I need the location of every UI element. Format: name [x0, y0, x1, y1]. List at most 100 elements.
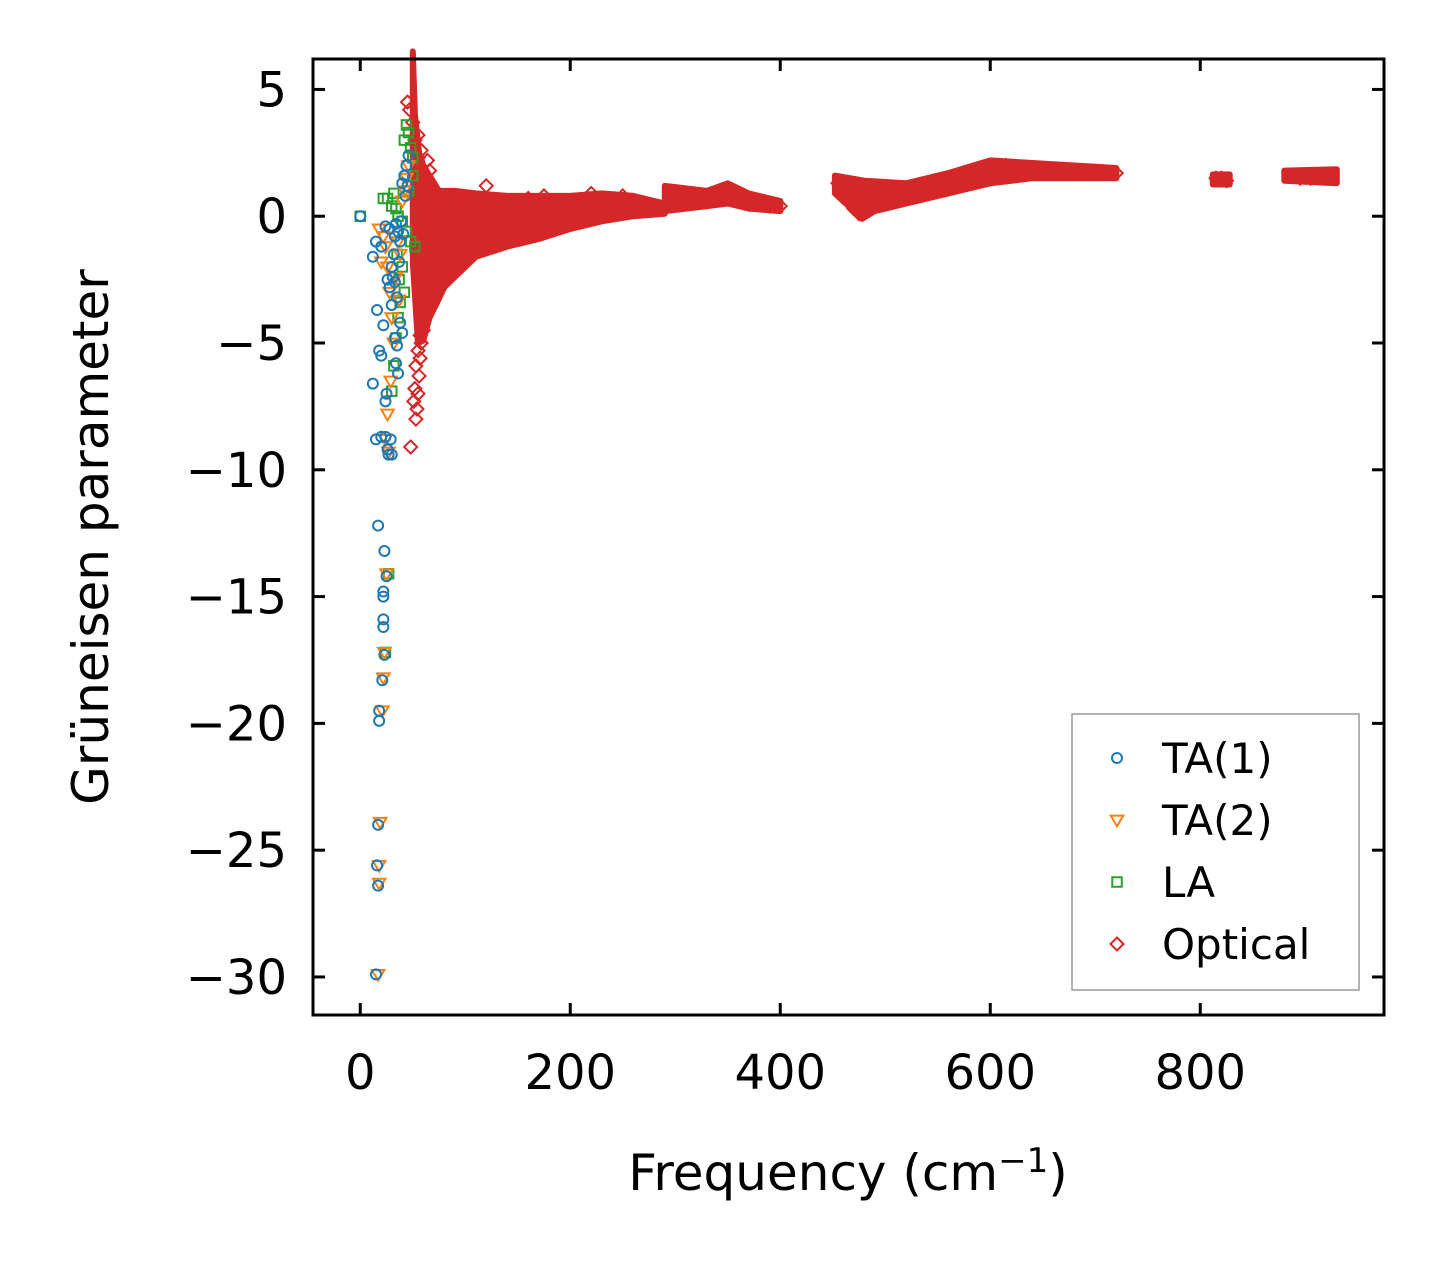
data-point — [1076, 165, 1093, 182]
data-point — [354, 210, 367, 223]
data-point — [887, 182, 904, 199]
data-point — [379, 395, 392, 408]
x-tick-label: 0 — [345, 1045, 376, 1101]
data-point — [383, 312, 400, 326]
data-point — [572, 193, 589, 209]
x-tick-label: 400 — [734, 1045, 826, 1101]
data-point — [391, 291, 403, 304]
data-point — [398, 134, 411, 146]
data-point — [391, 339, 403, 352]
data-point — [614, 188, 631, 204]
data-point — [956, 170, 972, 187]
data-point — [415, 177, 432, 194]
data-point — [390, 202, 402, 215]
data-point — [562, 200, 579, 217]
data-point — [377, 241, 394, 255]
data-point — [421, 162, 438, 179]
data-point — [709, 188, 726, 204]
data-point — [375, 240, 388, 253]
plot-frame — [311, 57, 1386, 1017]
legend-marker-optical — [1109, 936, 1125, 952]
y-tick-label: −15 — [186, 570, 287, 626]
data-point — [583, 185, 600, 202]
data-point — [971, 167, 988, 184]
series-ta1 — [354, 149, 415, 981]
legend-label-ta1: TA(1) — [1161, 734, 1273, 783]
data-point — [380, 570, 393, 583]
data-point — [366, 377, 379, 390]
data-point — [372, 519, 385, 532]
data-point — [866, 193, 883, 209]
data-point — [394, 195, 411, 210]
data-point — [457, 190, 474, 207]
x-tick-label: 800 — [1154, 1045, 1246, 1101]
data-point — [478, 177, 495, 194]
data-point — [1208, 170, 1224, 187]
data-point — [371, 859, 384, 872]
y-tick-label: −20 — [186, 696, 287, 752]
data-point — [1218, 172, 1235, 189]
legend-label-optical: Optical — [1162, 920, 1310, 969]
data-point — [376, 674, 389, 687]
data-point — [379, 261, 396, 276]
data-point — [415, 322, 432, 339]
data-point — [898, 185, 915, 202]
data-point — [688, 193, 705, 209]
data-point — [656, 198, 673, 214]
data-point — [393, 255, 406, 268]
data-point — [372, 818, 385, 831]
data-point — [385, 448, 398, 461]
y-tick-label: 0 — [256, 189, 287, 245]
data-point — [467, 198, 484, 214]
data-point — [412, 327, 429, 344]
data-point — [402, 439, 419, 455]
data-point — [856, 200, 873, 217]
data-point — [382, 375, 399, 390]
data-point — [536, 188, 552, 204]
y-tick-label: −25 — [186, 823, 287, 879]
data-point — [399, 189, 412, 202]
data-point — [488, 193, 505, 209]
data-point — [378, 648, 391, 661]
data-point — [1097, 165, 1114, 182]
data-point — [370, 968, 382, 981]
data-point — [400, 119, 413, 131]
data-point — [1292, 170, 1308, 187]
data-layer — [354, 48, 1340, 983]
data-point — [551, 198, 568, 214]
data-point — [1313, 167, 1329, 184]
data-point — [436, 203, 453, 220]
y-tick-label: −5 — [216, 316, 287, 372]
x-axis-title: Frequency (cm−1) — [628, 1141, 1068, 1202]
data-point — [509, 195, 526, 212]
data-point — [998, 157, 1014, 174]
legend-box — [1071, 713, 1360, 991]
data-point — [1013, 162, 1030, 179]
data-point — [417, 167, 434, 184]
data-point — [740, 193, 757, 209]
x-tick-label: 200 — [524, 1045, 616, 1101]
data-point — [407, 169, 419, 182]
data-point — [409, 240, 421, 253]
data-point — [877, 188, 894, 204]
data-point — [520, 190, 537, 207]
legend: TA(1) TA(2) LA Optical — [1071, 713, 1360, 991]
data-point — [375, 349, 388, 362]
data-point — [919, 182, 936, 199]
data-point — [384, 433, 397, 446]
data-point — [452, 193, 468, 209]
data-point — [373, 714, 386, 727]
data-point — [380, 387, 393, 400]
data-point — [410, 342, 426, 359]
data-point — [377, 621, 390, 634]
data-point — [376, 647, 393, 661]
data-point — [377, 585, 390, 598]
series-optical — [399, 94, 1340, 455]
legend-marker-la — [1111, 876, 1123, 888]
data-point — [982, 162, 999, 179]
data-point — [840, 190, 857, 207]
data-point — [388, 276, 401, 289]
y-tick-label: −30 — [186, 950, 287, 1006]
data-point — [635, 195, 652, 212]
